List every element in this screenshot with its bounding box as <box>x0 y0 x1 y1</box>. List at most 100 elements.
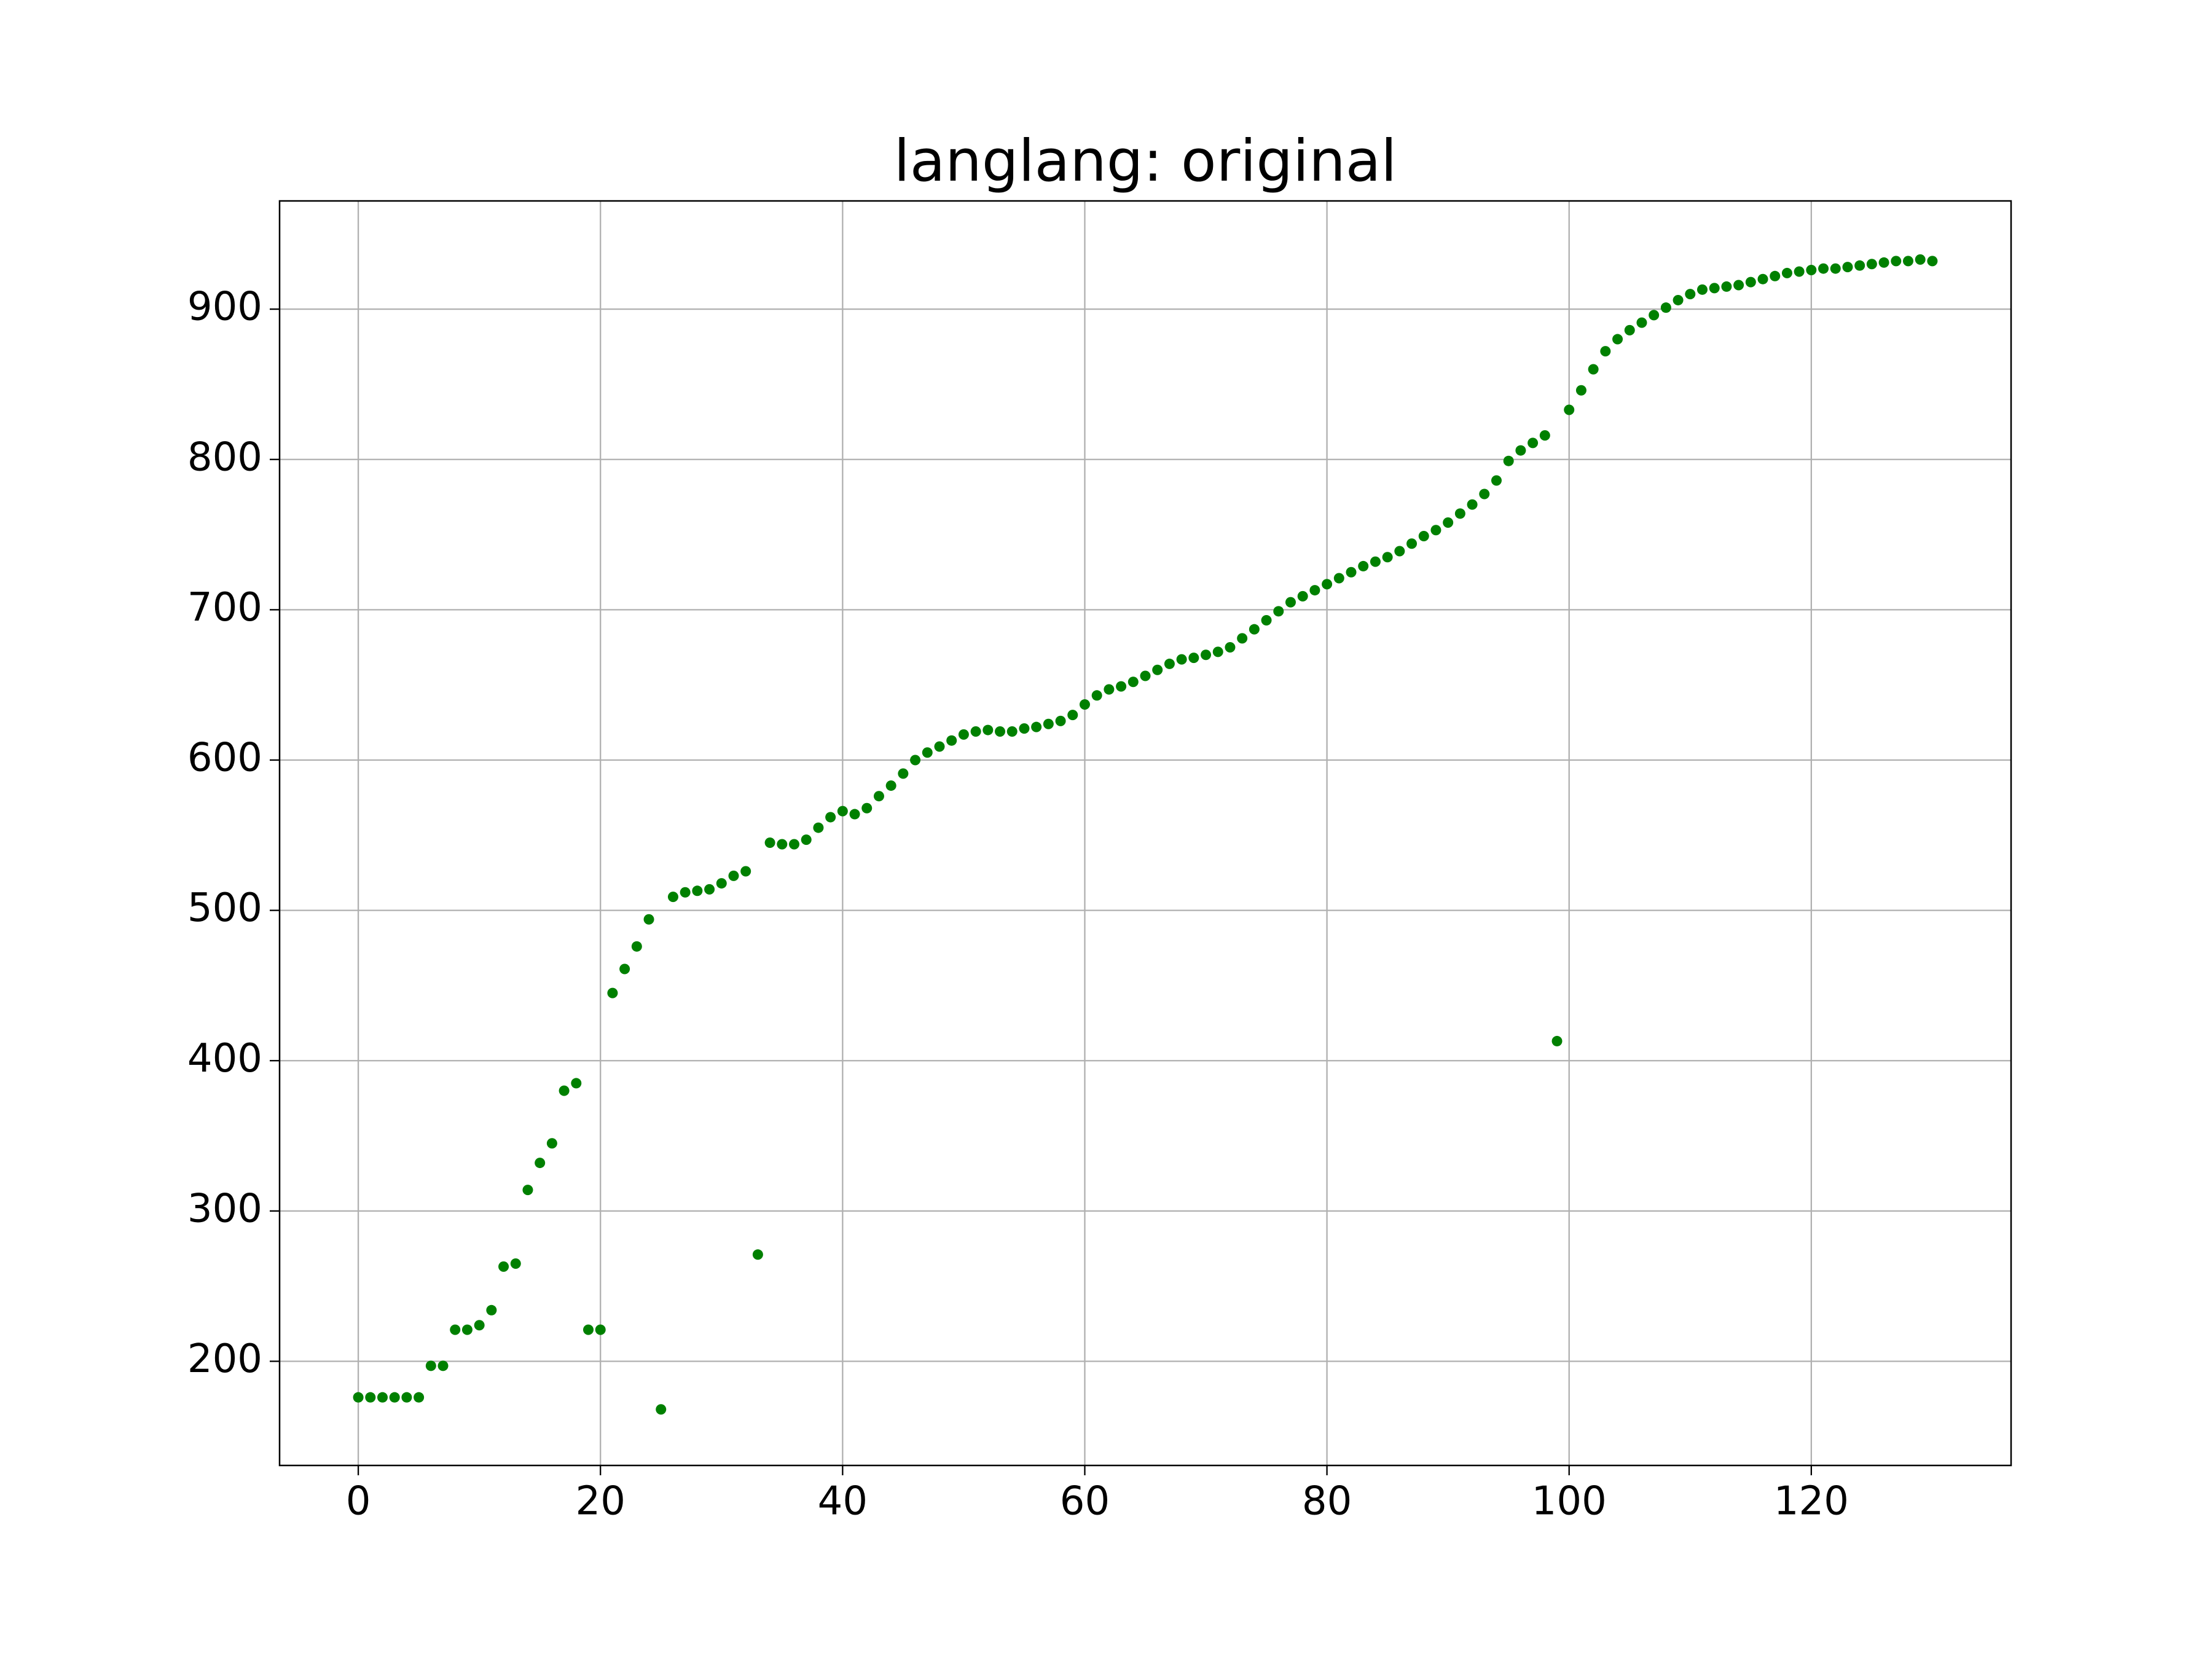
point <box>1503 455 1514 466</box>
point <box>631 941 642 952</box>
point <box>1225 642 1236 653</box>
x-tick-label: 0 <box>346 1479 371 1524</box>
point <box>656 1404 667 1415</box>
point <box>1261 614 1272 626</box>
point <box>1067 710 1078 721</box>
point <box>414 1392 425 1403</box>
point <box>474 1320 485 1331</box>
point <box>861 802 873 814</box>
y-tick-label: 900 <box>187 284 262 330</box>
point <box>365 1392 376 1403</box>
point <box>389 1392 400 1403</box>
point <box>1140 670 1151 681</box>
point <box>1079 699 1090 710</box>
y-tick-label: 200 <box>187 1336 262 1382</box>
point <box>1491 475 1502 486</box>
x-tick-label: 100 <box>1532 1479 1607 1524</box>
point <box>1212 646 1223 657</box>
point <box>1539 430 1550 441</box>
point <box>1176 654 1187 665</box>
point <box>1794 266 1805 277</box>
point <box>680 887 691 898</box>
point <box>1781 267 1792 278</box>
point <box>946 735 957 746</box>
point <box>571 1078 582 1089</box>
point <box>1673 294 1684 305</box>
point <box>1696 284 1708 295</box>
point <box>535 1158 546 1169</box>
point <box>1285 597 1296 608</box>
point <box>450 1324 461 1335</box>
point <box>1019 723 1030 734</box>
point <box>1273 606 1284 617</box>
point <box>1467 499 1478 510</box>
point <box>1902 256 1913 267</box>
point <box>1745 276 1756 288</box>
point <box>740 866 751 877</box>
point <box>1418 531 1429 542</box>
point <box>1830 263 1841 274</box>
point <box>1588 364 1599 375</box>
point <box>1382 552 1393 563</box>
point <box>425 1360 436 1371</box>
point <box>958 729 969 740</box>
point <box>837 806 848 817</box>
point <box>1709 283 1720 294</box>
point <box>898 768 909 779</box>
point <box>1152 664 1163 675</box>
point <box>1164 658 1175 669</box>
point <box>1091 690 1102 701</box>
point <box>1612 334 1623 345</box>
point <box>1346 567 1357 578</box>
point <box>982 724 994 735</box>
point <box>1479 488 1490 500</box>
point <box>885 780 896 791</box>
point <box>1116 681 1127 692</box>
point <box>995 726 1006 737</box>
point <box>1370 556 1381 567</box>
point <box>1104 684 1115 695</box>
point <box>1636 317 1647 328</box>
point <box>1528 437 1539 449</box>
point <box>1394 546 1405 557</box>
point <box>1551 1035 1563 1046</box>
point <box>1043 718 1054 729</box>
point <box>1685 289 1696 300</box>
point <box>510 1258 521 1269</box>
point <box>789 839 800 850</box>
point <box>1564 404 1575 415</box>
point <box>728 870 739 881</box>
point <box>522 1185 533 1196</box>
point <box>1757 273 1768 284</box>
x-tick-label: 80 <box>1302 1479 1352 1524</box>
chart-title: langlang: original <box>894 128 1397 195</box>
point <box>1818 263 1829 274</box>
point <box>1055 715 1066 726</box>
point <box>1575 385 1586 396</box>
point <box>1770 270 1781 281</box>
y-tick-label: 400 <box>187 1036 262 1081</box>
y-tick-label: 700 <box>187 585 262 630</box>
point <box>1454 508 1465 519</box>
point <box>825 812 836 823</box>
point <box>1842 262 1853 273</box>
point <box>1891 256 1902 267</box>
point <box>1297 590 1308 602</box>
point <box>1309 585 1320 596</box>
point <box>1854 260 1865 271</box>
point <box>461 1324 473 1335</box>
point <box>583 1324 594 1335</box>
point <box>777 839 788 850</box>
point <box>1031 721 1042 732</box>
point <box>619 963 630 975</box>
x-tick-label: 60 <box>1060 1479 1110 1524</box>
point <box>643 914 654 925</box>
point <box>1128 677 1139 688</box>
point <box>1660 302 1671 313</box>
point <box>1624 324 1635 335</box>
point <box>1188 653 1199 664</box>
point <box>1878 257 1889 268</box>
point <box>1649 310 1660 321</box>
point <box>1430 525 1441 536</box>
